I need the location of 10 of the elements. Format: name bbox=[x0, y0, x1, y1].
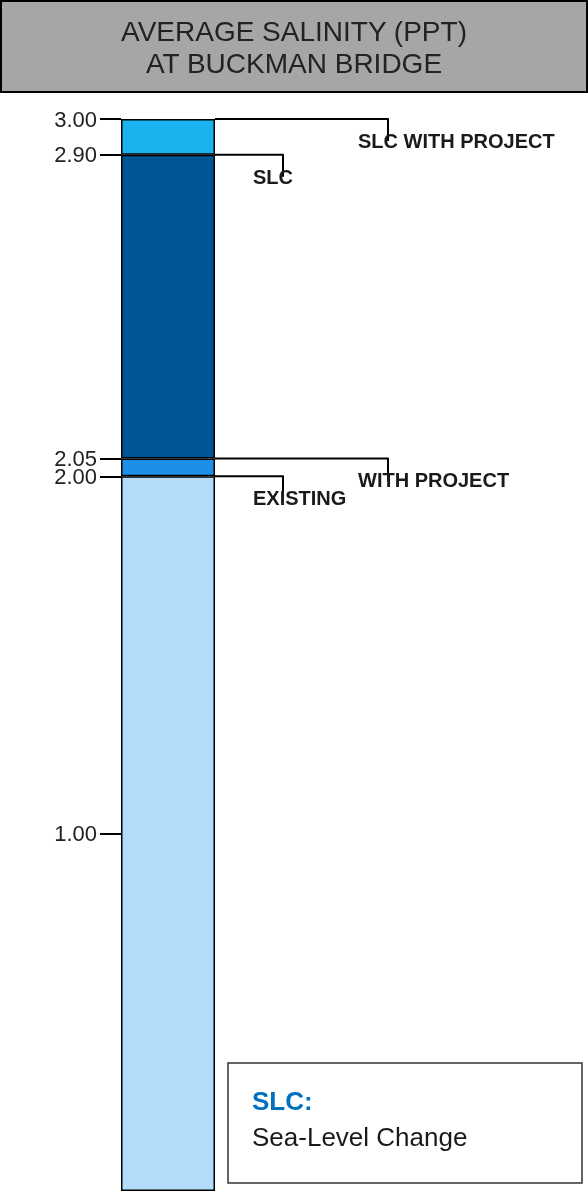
text: Sea-Level Change bbox=[252, 1122, 468, 1152]
ref-line-label: WITH PROJECT bbox=[358, 469, 510, 492]
ref-line-label: SLC bbox=[253, 165, 293, 188]
text: AVERAGE SALINITY (PPT) AT BUCKMAN BRIDGE bbox=[121, 15, 467, 79]
ref-line-label: EXISTING bbox=[253, 487, 347, 510]
ref-line-label: SLC WITH PROJECT bbox=[358, 130, 555, 152]
y-tick-label: 2.90 bbox=[54, 142, 97, 168]
y-tick-label: 3.00 bbox=[54, 106, 97, 132]
text: SLC: bbox=[252, 1086, 313, 1116]
y-tick-label: 1.00 bbox=[54, 821, 97, 847]
